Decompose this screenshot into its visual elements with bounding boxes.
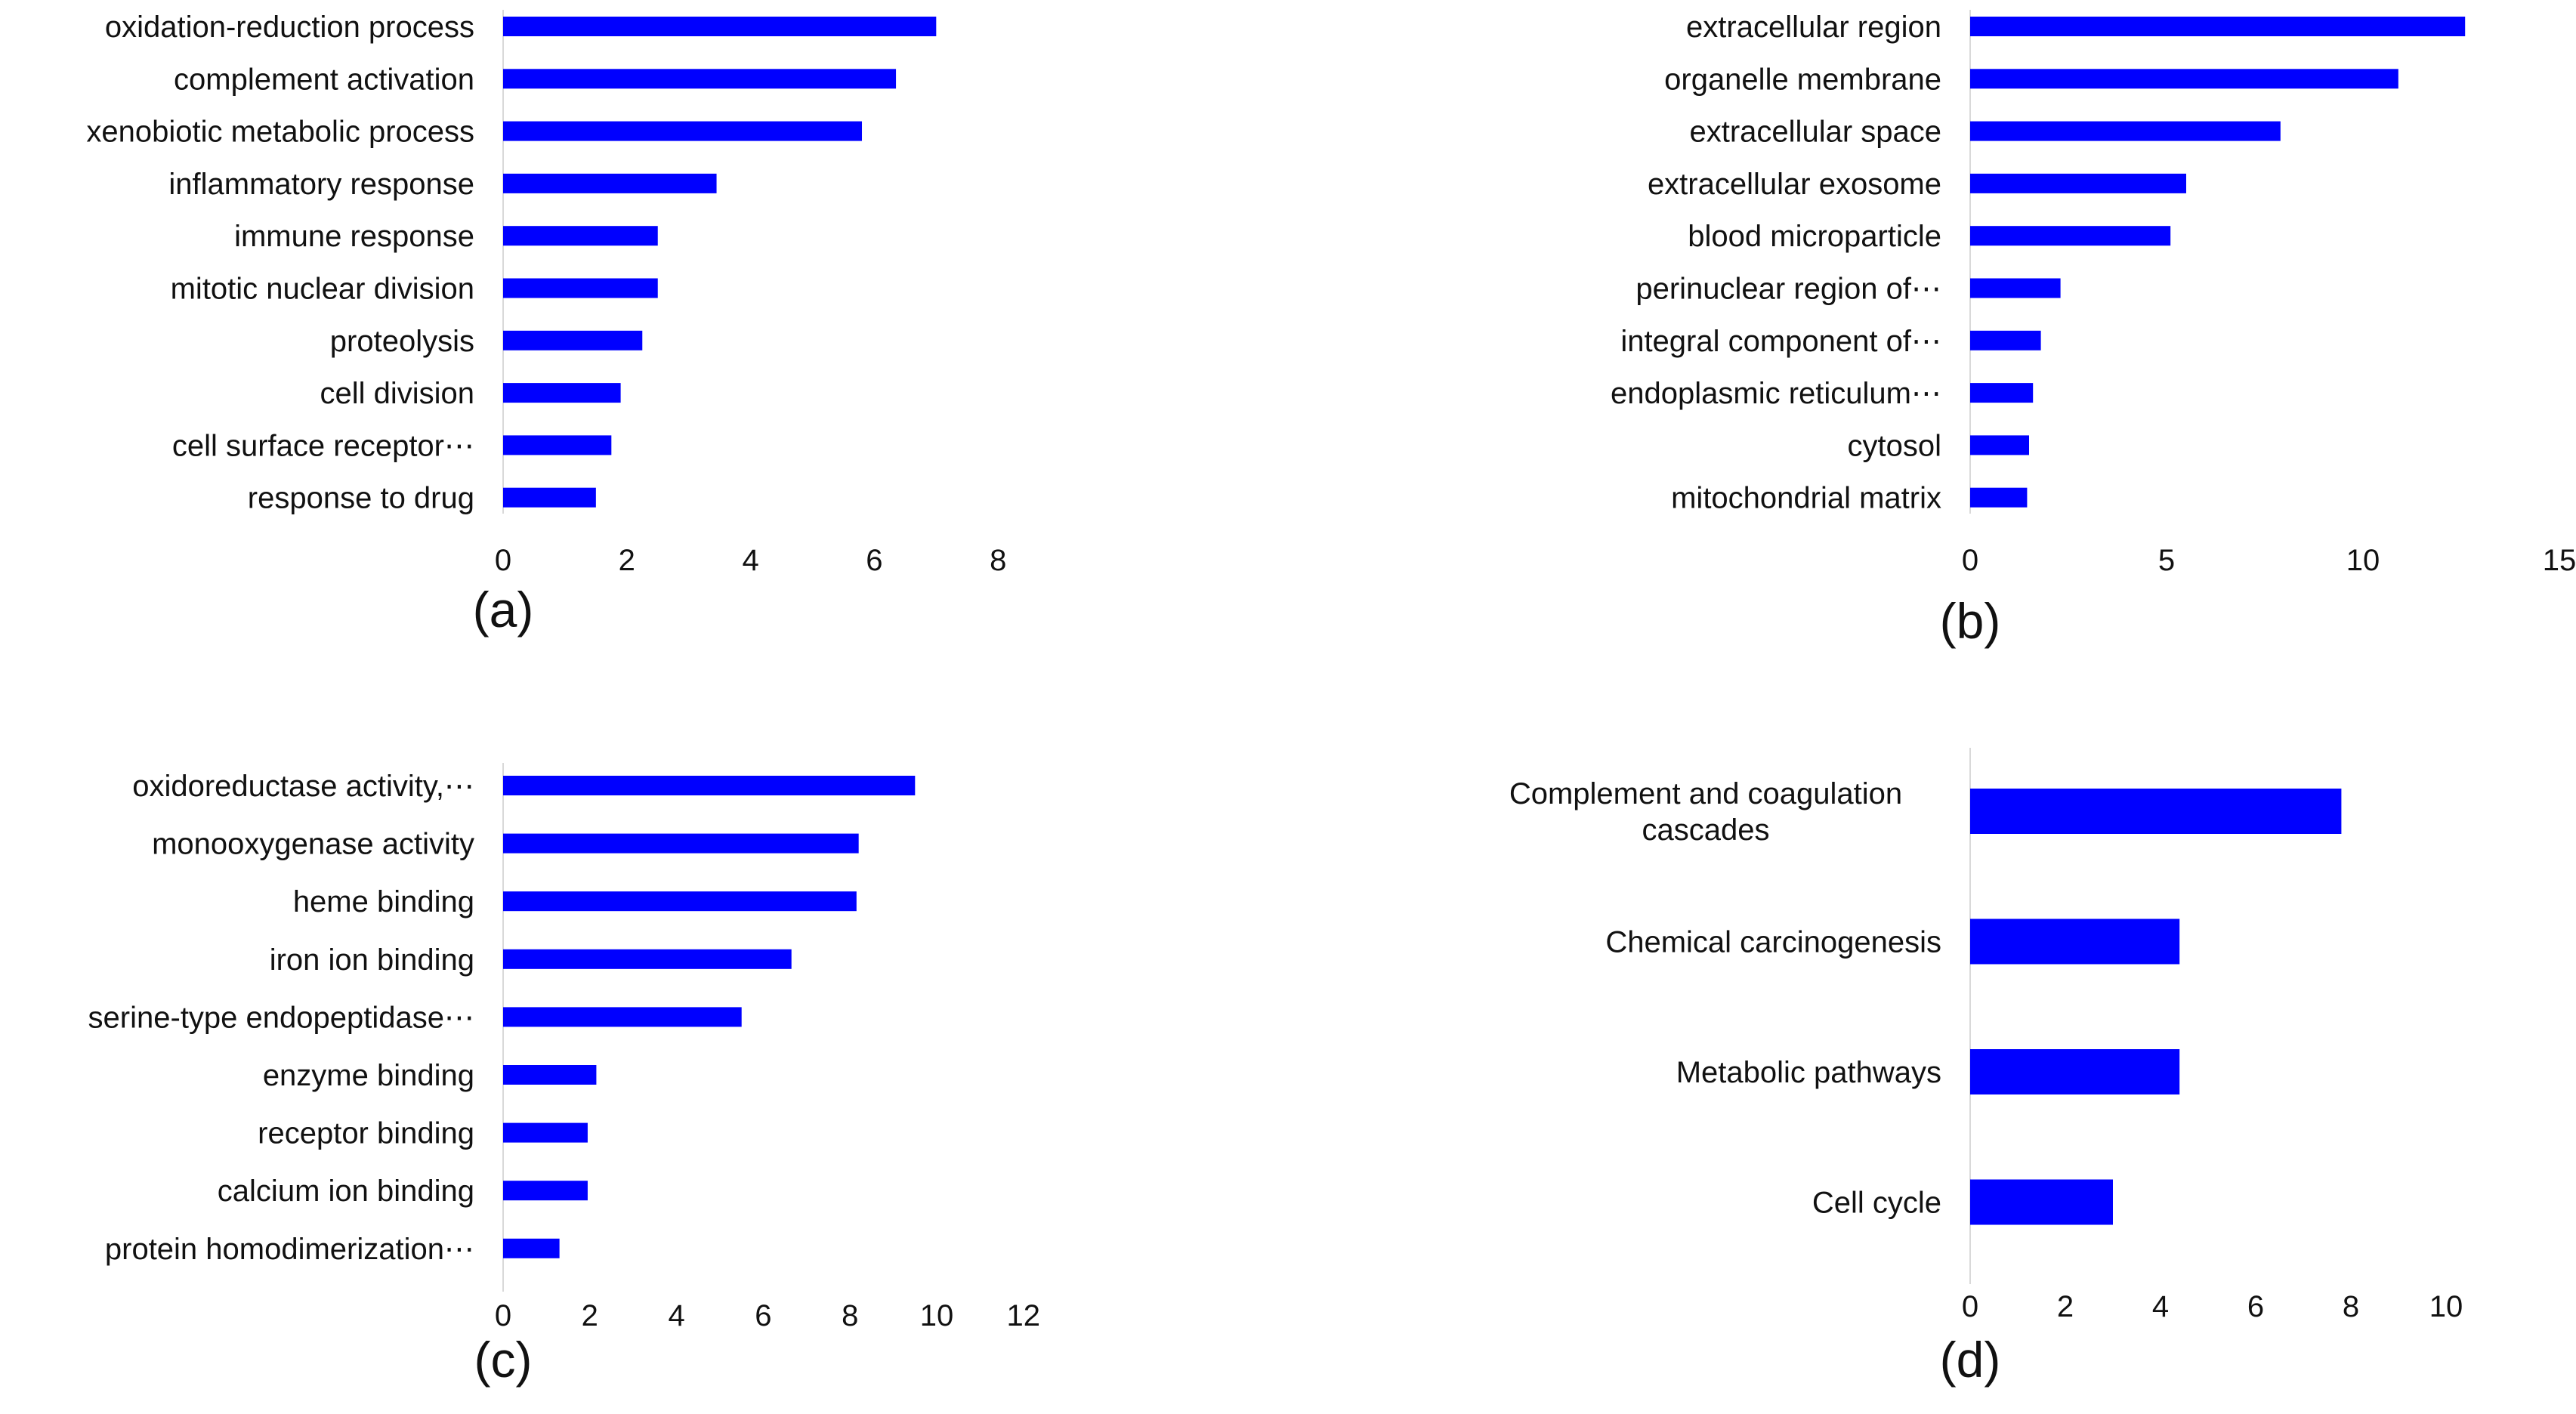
panel-c-chart: oxidoreductase activity,⋯ monooxygenase a… xyxy=(88,763,1041,1388)
x-tick-label: 0 xyxy=(495,544,511,577)
bar-10 xyxy=(1970,487,2028,508)
category-label: immune response xyxy=(234,220,474,253)
panel-a-chart: oxidation-reduction process complement ac… xyxy=(86,10,1006,638)
bar-1 xyxy=(1970,17,2466,36)
category-label: heme binding xyxy=(293,885,474,918)
bar-6 xyxy=(503,278,658,298)
bar-9 xyxy=(503,1238,560,1258)
bar-6 xyxy=(1970,278,2061,298)
x-tick-label: 6 xyxy=(866,544,882,577)
bar-1 xyxy=(1970,789,2342,834)
category-label: cell surface receptor⋯ xyxy=(172,429,474,462)
category-label: perinuclear region of⋯ xyxy=(1635,273,1941,306)
category-label: Cell cycle xyxy=(1812,1187,1941,1220)
x-tick-label: 8 xyxy=(842,1299,858,1332)
x-tick-label: 6 xyxy=(2247,1290,2264,1323)
bar-5 xyxy=(503,226,658,246)
bar-3 xyxy=(503,891,857,912)
category-label: Complement and coagulation cascades xyxy=(1509,777,1902,847)
bar-5 xyxy=(1970,226,2171,246)
bar-3 xyxy=(1970,1049,2180,1094)
x-tick-label: 4 xyxy=(668,1299,684,1332)
x-tick-label: 6 xyxy=(755,1299,771,1332)
category-label: complement activation xyxy=(174,63,474,96)
category-label: inflammatory response xyxy=(168,168,474,201)
bar-8 xyxy=(503,383,621,403)
category-label: extracellular region xyxy=(1686,11,1941,44)
category-label: oxidation-reduction process xyxy=(105,11,474,44)
bar-4 xyxy=(503,949,792,969)
x-tick-label: 15 xyxy=(2543,544,2576,577)
x-tick-label: 5 xyxy=(2158,544,2175,577)
x-tick-label: 2 xyxy=(619,544,635,577)
bar-7 xyxy=(503,1122,588,1143)
category-label: protein homodimerization⋯ xyxy=(105,1233,474,1266)
x-tick-label: 4 xyxy=(742,544,758,577)
bar-4 xyxy=(1970,173,2186,193)
category-label: extracellular exosome xyxy=(1648,168,1941,201)
bar-3 xyxy=(503,121,863,141)
bar-10 xyxy=(503,487,596,508)
bar-7 xyxy=(503,330,643,350)
category-label: xenobiotic metabolic process xyxy=(86,116,474,149)
bar-8 xyxy=(503,1181,588,1201)
category-label: mitotic nuclear division xyxy=(171,273,474,306)
bar-4 xyxy=(503,173,717,193)
x-tick-label: 8 xyxy=(2343,1290,2359,1323)
bar-2 xyxy=(1970,69,2398,89)
category-label: blood microparticle xyxy=(1688,220,1941,253)
bar-5 xyxy=(503,1007,742,1027)
category-label: Metabolic pathways xyxy=(1676,1056,1941,1089)
x-tick-label: 12 xyxy=(1007,1299,1041,1332)
x-tick-label: 8 xyxy=(990,544,1006,577)
category-label: endoplasmic reticulum⋯ xyxy=(1611,377,1941,410)
panel-label: (a) xyxy=(473,582,534,638)
category-label: cytosol xyxy=(1848,429,1942,462)
panel-label: (d) xyxy=(1940,1332,2001,1388)
x-tick-label: 4 xyxy=(2152,1290,2169,1323)
x-tick-label: 0 xyxy=(1962,1290,1978,1323)
x-tick-label: 0 xyxy=(1962,544,1978,577)
bar-1 xyxy=(503,17,937,36)
category-label: monooxygenase activity xyxy=(152,828,474,861)
bar-9 xyxy=(1970,435,2029,455)
panel-b-chart: extracellular region organelle membrane ex… xyxy=(1611,10,2576,649)
panel-label: (c) xyxy=(474,1332,533,1388)
category-label: receptor binding xyxy=(258,1117,474,1150)
category-label: cell division xyxy=(320,377,474,410)
category-label: enzyme binding xyxy=(263,1059,474,1092)
bar-1 xyxy=(503,776,916,795)
bar-2 xyxy=(503,69,897,89)
category-label: organelle membrane xyxy=(1664,63,1941,96)
category-label: serine-type endopeptidase⋯ xyxy=(88,1001,474,1034)
x-tick-label: 10 xyxy=(920,1299,954,1332)
category-label: calcium ion binding xyxy=(218,1175,474,1208)
category-label: extracellular space xyxy=(1690,116,1942,149)
bar-7 xyxy=(1970,330,2041,350)
category-label: mitochondrial matrix xyxy=(1671,482,1941,515)
x-tick-label: 10 xyxy=(2429,1290,2463,1323)
category-label: oxidoreductase activity,⋯ xyxy=(132,770,474,803)
x-tick-label: 10 xyxy=(2346,544,2380,577)
category-label: proteolysis xyxy=(330,325,474,358)
category-label: integral component of⋯ xyxy=(1620,325,1941,358)
bar-4 xyxy=(1970,1179,2113,1225)
bar-2 xyxy=(1970,918,2180,965)
x-tick-label: 2 xyxy=(2057,1290,2074,1323)
bar-2 xyxy=(503,833,859,854)
bar-8 xyxy=(1970,383,2034,403)
category-label: iron ion binding xyxy=(270,943,474,977)
x-tick-label: 0 xyxy=(495,1299,511,1332)
x-tick-label: 2 xyxy=(582,1299,598,1332)
bar-3 xyxy=(1970,121,2281,141)
bar-9 xyxy=(503,435,612,455)
bar-6 xyxy=(503,1065,597,1085)
category-label: Chemical carcinogenesis xyxy=(1605,926,1941,959)
category-label: response to drug xyxy=(248,482,474,515)
panel-label: (b) xyxy=(1940,593,2001,649)
panel-d-chart: Complement and coagulation cascades Chemic… xyxy=(1509,748,2463,1388)
